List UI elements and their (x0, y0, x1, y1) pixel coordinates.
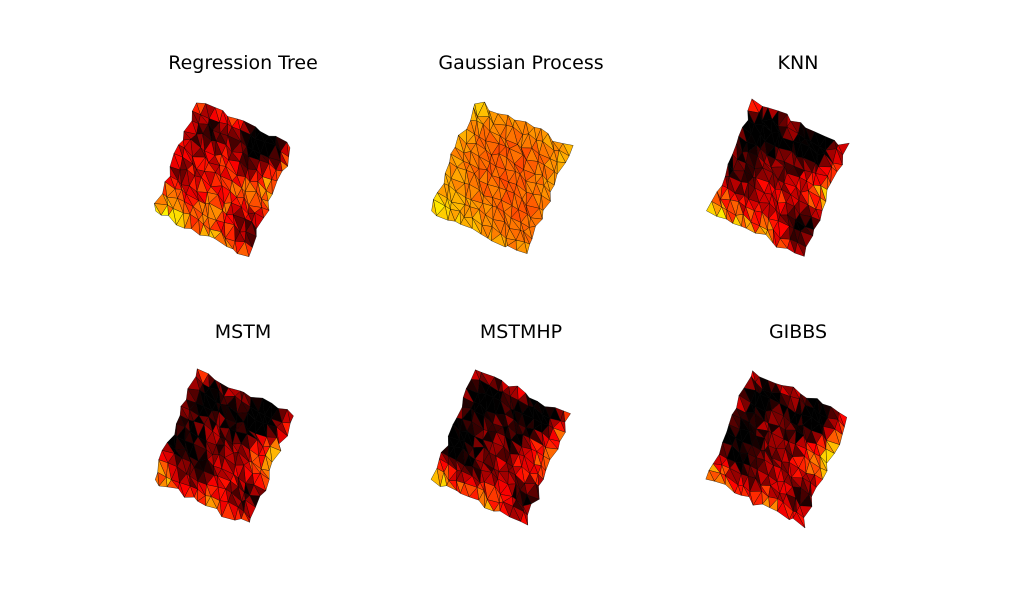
mesh-triangle (271, 179, 278, 195)
mesh-triangle (776, 238, 788, 249)
mesh-triangle (792, 511, 806, 529)
mesh-plot (706, 98, 850, 257)
mesh-triangle (436, 205, 449, 221)
mesh-triangle (160, 204, 169, 216)
mesh-triangle (714, 472, 726, 485)
panel-title: KNN (777, 52, 819, 74)
mesh-triangle (439, 472, 447, 487)
mesh-triangle (773, 229, 777, 248)
panel-mstmhp: MSTMHP (396, 321, 646, 561)
panel-gibbs: GIBBS (673, 321, 923, 561)
mesh-triangle (716, 206, 727, 220)
mesh-triangle (236, 241, 250, 257)
mesh-triangle (769, 498, 778, 512)
panel-gaussian-process: Gaussian Process (396, 52, 646, 292)
mesh-triangle (184, 485, 195, 498)
panel-title: Gaussian Process (438, 52, 604, 74)
mesh-triangle (734, 484, 742, 496)
mesh-triangle (745, 221, 756, 234)
mesh-triangle (499, 501, 510, 518)
mesh-triangle (221, 501, 236, 521)
mesh-triangle (520, 511, 529, 526)
mesh-triangle (732, 214, 742, 227)
mesh-triangle (158, 476, 168, 488)
mesh-surface (153, 102, 291, 258)
mesh-triangle (491, 233, 506, 248)
mesh-triangle (493, 502, 501, 512)
mesh-triangle (234, 506, 242, 521)
mesh-triangle (484, 499, 495, 512)
mesh-plot (705, 370, 848, 529)
mesh-triangle (480, 224, 489, 239)
mesh-triangle (472, 217, 482, 235)
mesh-plot (153, 102, 291, 258)
panel-knn: KNN (673, 52, 923, 292)
mesh-triangle (155, 472, 160, 487)
mesh-triangle (214, 231, 228, 248)
mesh-triangle (456, 480, 461, 494)
mesh-triangle (191, 219, 201, 236)
mesh-triangle (216, 500, 222, 517)
mesh-triangle (509, 505, 521, 522)
mesh-triangle (752, 490, 763, 506)
mesh-triangle (240, 511, 250, 523)
mesh-triangle (178, 482, 185, 498)
mesh-triangle (794, 241, 805, 257)
mesh-triangle (431, 199, 437, 217)
mesh-triangle (507, 239, 517, 251)
panel-title: MSTM (214, 321, 272, 343)
mesh-triangle (556, 161, 566, 175)
mesh-triangle (193, 489, 198, 502)
mesh-triangle (487, 226, 493, 242)
mesh-plot (155, 368, 294, 523)
mesh-triangle (726, 210, 734, 224)
mesh-plot (430, 369, 571, 526)
panel-mstm: MSTM (118, 321, 368, 561)
panel-regression-tree: Regression Tree (118, 52, 368, 292)
mesh-triangle (705, 469, 715, 482)
mesh-triangle (762, 496, 770, 508)
mesh-triangle (787, 238, 796, 254)
mesh-triangle (197, 495, 206, 507)
mesh-triangle (741, 214, 747, 229)
mesh-triangle (154, 203, 162, 216)
mesh-surface (706, 98, 850, 257)
mesh-triangle (765, 229, 774, 244)
mesh-triangle (741, 485, 750, 497)
mesh-triangle (725, 475, 735, 494)
mesh-surface (430, 369, 571, 526)
mesh-triangle (460, 216, 473, 229)
mesh-triangle (706, 200, 718, 217)
mesh-triangle (777, 501, 790, 521)
mesh-surface (705, 370, 848, 529)
mesh-triangle (224, 238, 234, 250)
mesh-triangle (199, 223, 210, 237)
mesh-triangle (468, 486, 480, 501)
mesh-plot (431, 101, 574, 254)
mesh-triangle (516, 241, 528, 254)
mesh-surface (155, 368, 294, 523)
mesh-triangle (166, 479, 179, 489)
mesh-triangle (184, 214, 192, 229)
mesh-triangle (755, 225, 767, 235)
panel-title: Regression Tree (168, 52, 318, 74)
mesh-triangle (454, 211, 461, 225)
mesh-triangle (176, 212, 185, 229)
mesh-triangle (168, 208, 177, 226)
mesh-triangle (447, 208, 456, 222)
panel-title: GIBBS (768, 321, 828, 343)
mesh-triangle (208, 228, 215, 239)
mesh-triangle (748, 491, 754, 506)
mesh-triangle (788, 511, 794, 521)
mesh-triangle (504, 238, 508, 248)
mesh-triangle (456, 407, 463, 420)
mesh-triangle (205, 495, 218, 509)
mesh-triangle (430, 467, 441, 488)
mesh-triangle (446, 480, 458, 491)
mesh-triangle (460, 482, 470, 498)
panel-title: MSTMHP (479, 321, 563, 343)
mesh-triangle (478, 489, 485, 509)
mesh-triangle (232, 241, 238, 255)
mesh-surface (431, 101, 574, 254)
